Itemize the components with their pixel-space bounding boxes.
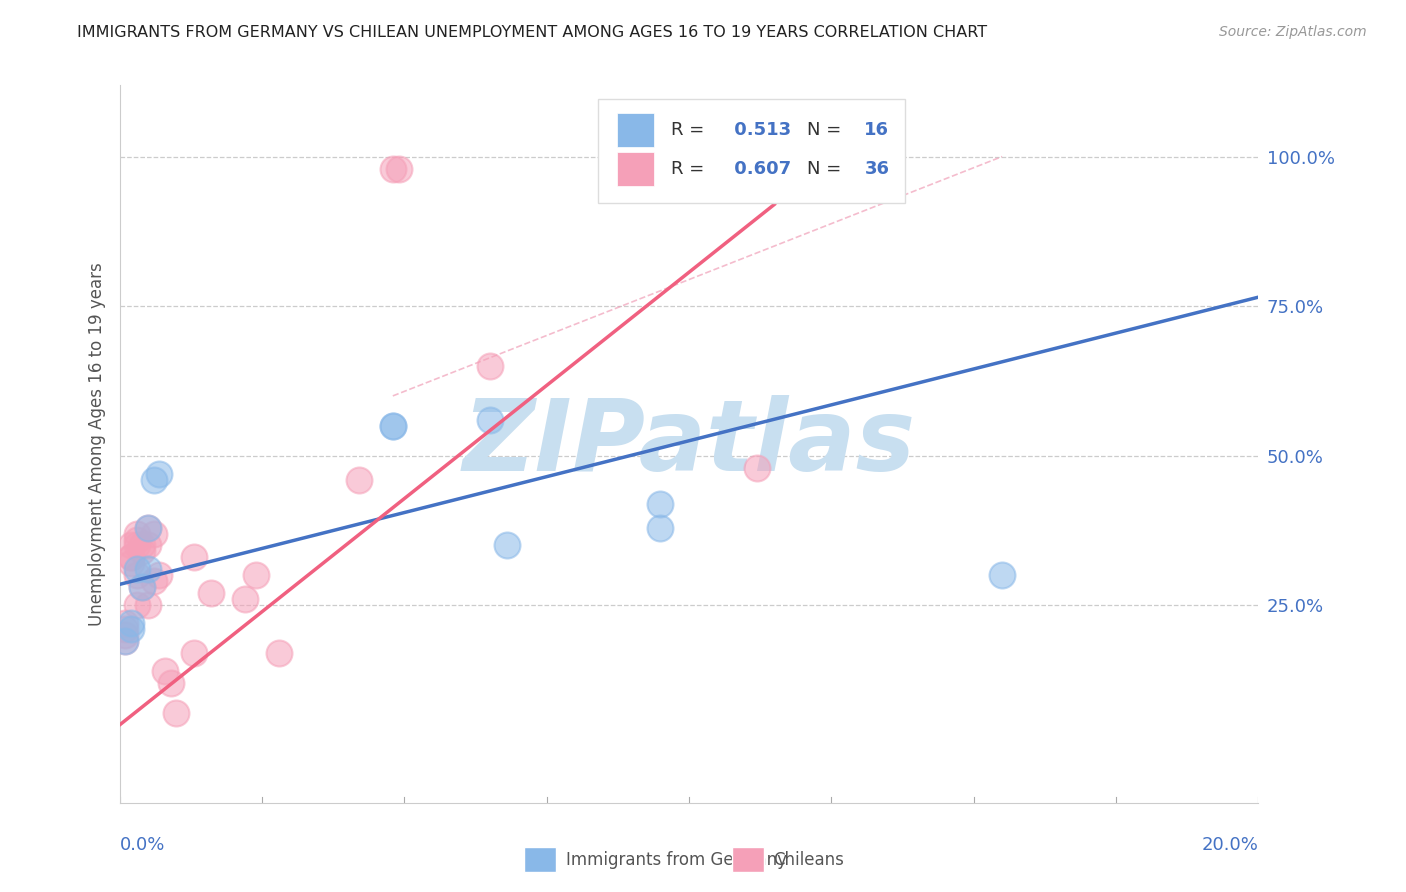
Point xyxy=(245,568,267,582)
Point xyxy=(387,161,409,176)
Point xyxy=(136,520,159,534)
Point xyxy=(233,592,256,607)
Point xyxy=(200,586,222,600)
Point xyxy=(131,539,153,553)
Point xyxy=(159,676,181,690)
Point xyxy=(991,568,1014,582)
Point xyxy=(125,533,148,547)
Point xyxy=(495,539,517,553)
Text: N =: N = xyxy=(807,121,848,139)
Point xyxy=(142,526,165,541)
FancyBboxPatch shape xyxy=(598,99,905,203)
Point xyxy=(183,646,205,660)
Text: Source: ZipAtlas.com: Source: ZipAtlas.com xyxy=(1219,25,1367,39)
Point xyxy=(114,622,136,636)
Point xyxy=(142,473,165,487)
Point xyxy=(131,544,153,558)
Point xyxy=(125,568,148,582)
Text: 0.0%: 0.0% xyxy=(120,836,165,854)
Point xyxy=(153,664,176,678)
Point xyxy=(183,550,205,565)
Point xyxy=(381,418,404,433)
Point xyxy=(148,568,170,582)
Point xyxy=(650,520,672,534)
Point xyxy=(478,413,501,427)
Text: Immigrants from Germany: Immigrants from Germany xyxy=(567,851,787,869)
Text: 0.513: 0.513 xyxy=(728,121,790,139)
Point xyxy=(125,526,148,541)
Text: 20.0%: 20.0% xyxy=(1202,836,1258,854)
Point xyxy=(120,557,142,571)
Point xyxy=(478,359,501,373)
Y-axis label: Unemployment Among Ages 16 to 19 years: Unemployment Among Ages 16 to 19 years xyxy=(87,262,105,625)
Point xyxy=(120,550,142,565)
Point xyxy=(125,562,148,576)
Text: R =: R = xyxy=(671,121,710,139)
Point xyxy=(120,616,142,631)
Point xyxy=(131,581,153,595)
Point xyxy=(125,599,148,613)
Point xyxy=(347,473,370,487)
Point xyxy=(381,418,404,433)
Point xyxy=(166,706,188,720)
Point xyxy=(114,634,136,648)
Point xyxy=(136,562,159,576)
Text: R =: R = xyxy=(671,160,710,178)
Text: 0.607: 0.607 xyxy=(728,160,790,178)
FancyBboxPatch shape xyxy=(733,847,763,872)
Point xyxy=(114,616,136,631)
Text: IMMIGRANTS FROM GERMANY VS CHILEAN UNEMPLOYMENT AMONG AGES 16 TO 19 YEARS CORREL: IMMIGRANTS FROM GERMANY VS CHILEAN UNEMP… xyxy=(77,25,987,40)
Text: 16: 16 xyxy=(865,121,890,139)
Point xyxy=(142,574,165,589)
Point xyxy=(747,460,769,475)
Point xyxy=(120,539,142,553)
Text: ZIPatlas: ZIPatlas xyxy=(463,395,915,492)
FancyBboxPatch shape xyxy=(617,152,654,186)
Point xyxy=(114,634,136,648)
Point xyxy=(120,622,142,636)
Point xyxy=(148,467,170,481)
Point xyxy=(267,646,290,660)
Point xyxy=(381,161,404,176)
Point xyxy=(131,581,153,595)
Text: 36: 36 xyxy=(865,160,890,178)
Point xyxy=(136,539,159,553)
Text: Chileans: Chileans xyxy=(773,851,844,869)
Point xyxy=(114,628,136,642)
Point xyxy=(650,497,672,511)
Point xyxy=(136,520,159,534)
FancyBboxPatch shape xyxy=(617,112,654,147)
FancyBboxPatch shape xyxy=(524,847,555,872)
Text: N =: N = xyxy=(807,160,848,178)
Point xyxy=(125,539,148,553)
Point xyxy=(120,550,142,565)
Point xyxy=(136,599,159,613)
